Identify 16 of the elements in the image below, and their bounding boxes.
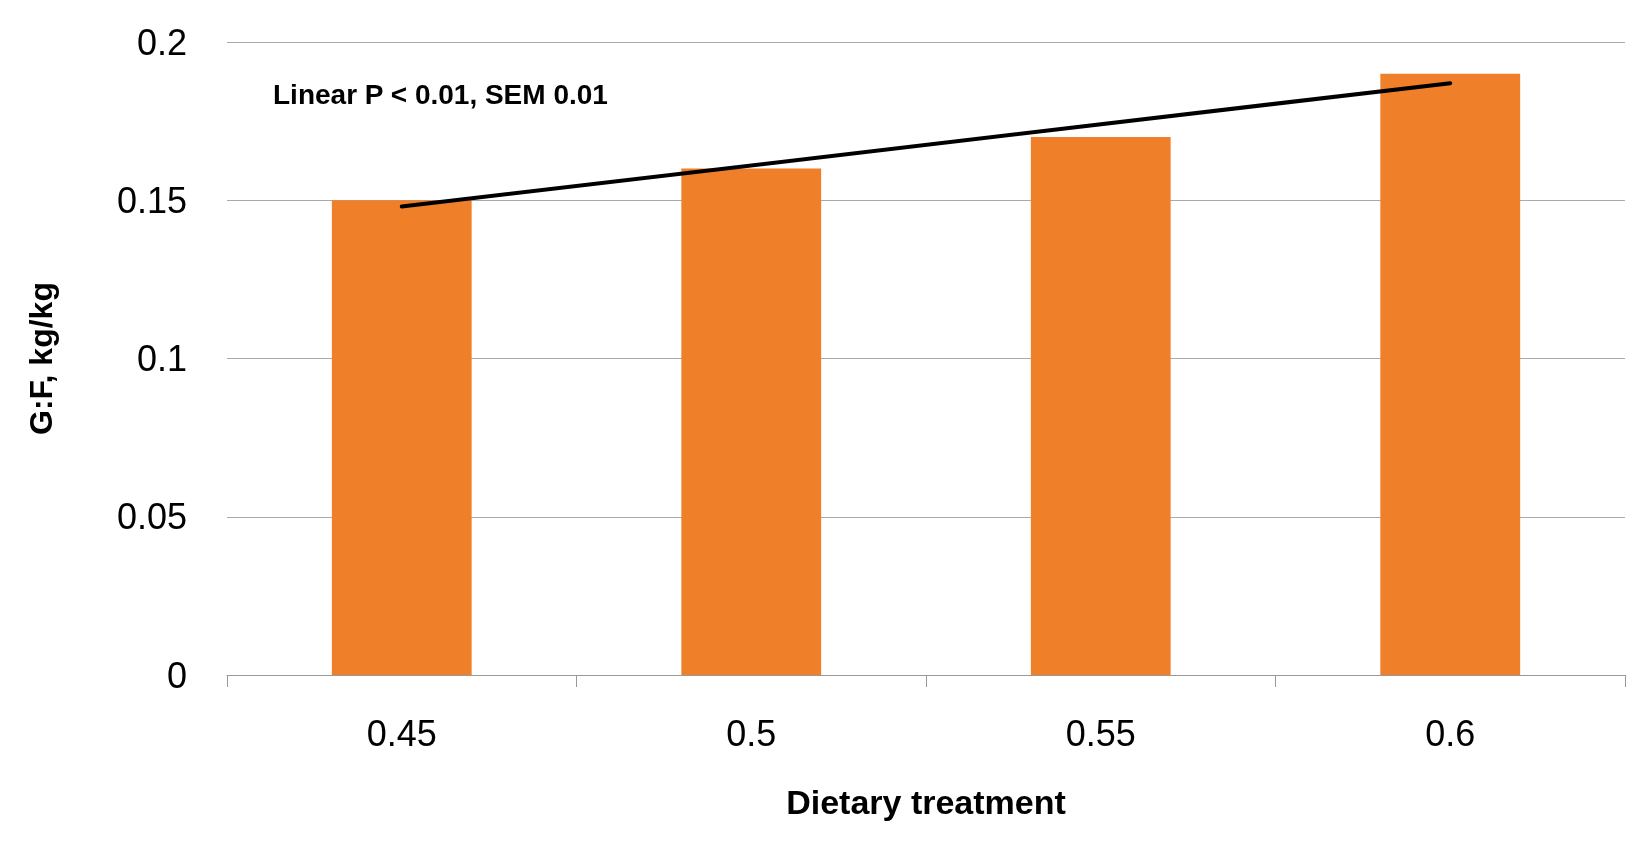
bar	[681, 168, 822, 675]
bar	[1030, 136, 1171, 675]
bar	[1380, 73, 1521, 675]
x-tick-label: 0.5	[726, 712, 777, 754]
y-tick-label: 0.05	[116, 496, 187, 538]
y-tick-label: 0.1	[136, 338, 187, 379]
x-tick-label: 0.6	[1425, 712, 1476, 754]
y-tick-label: 0	[166, 654, 187, 696]
y-tick-label: 0.2	[136, 21, 187, 63]
x-tick-label: 0.45	[366, 712, 437, 754]
y-axis-title: G:F, kg/kg	[23, 282, 59, 435]
y-tick-label: 0.15	[116, 179, 187, 221]
x-axis-title: Dietary treatment	[786, 783, 1066, 821]
x-tick-label: 0.55	[1065, 712, 1136, 754]
annotation: Linear P < 0.01, SEM 0.01	[273, 78, 608, 110]
bar	[331, 200, 472, 675]
